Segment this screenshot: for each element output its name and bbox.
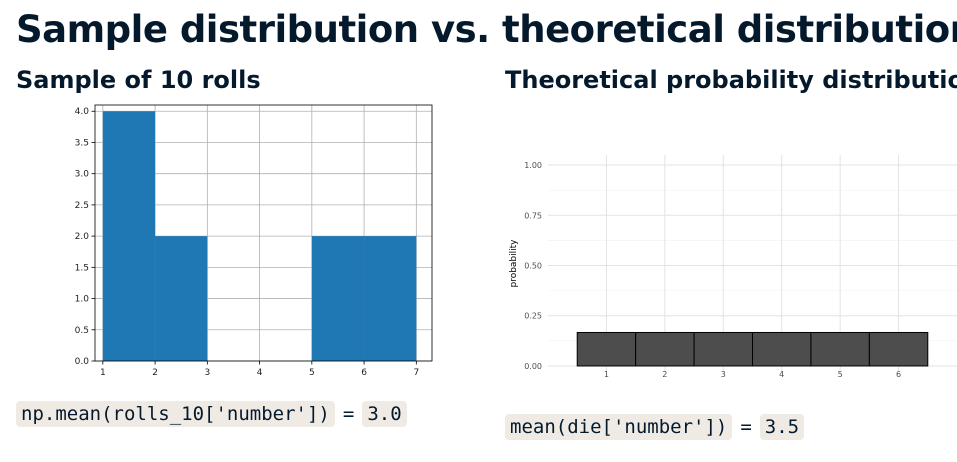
x-tick-label: 2 [152, 368, 158, 378]
y-tick-label: 0.0 [75, 357, 90, 367]
y-tick-label: 1.0 [75, 295, 90, 305]
sample-mean-result: 3.0 [362, 401, 407, 427]
histogram-bar [102, 111, 156, 362]
x-tick-label: 7 [413, 368, 419, 378]
y-tick-label: 0.00 [524, 362, 542, 371]
probability-bar [810, 331, 870, 367]
x-tick-label: 5 [838, 370, 843, 379]
x-tick-label: 4 [779, 370, 784, 379]
plot-frame [94, 104, 433, 362]
probability-bar [693, 331, 753, 367]
x-tick-label: 6 [896, 370, 901, 379]
theoretical-distribution-chart: 0.00 0.25 0.50 0.75 1.00 1 2 3 4 5 6 probability [509, 155, 957, 379]
probability-bar [868, 331, 929, 367]
x-tick-label: 4 [257, 368, 263, 378]
y-tick-label: 2.5 [75, 201, 89, 211]
y-tick-label: 0.50 [524, 262, 542, 271]
histogram-bar [311, 236, 365, 361]
histogram-bar [364, 236, 417, 361]
y-tick-label: 4.0 [75, 107, 90, 117]
theoretical-chart-subtitle: Theoretical probability distribution [505, 66, 957, 94]
y-tick-label: 0.5 [75, 326, 89, 336]
y-tick-label: 1.00 [524, 161, 542, 170]
sample-histogram-chart: 1 2 3 4 5 6 7 0.0 0.5 1.0 1.5 2.0 2.5 3.0 3.5 4.0 [75, 104, 433, 378]
probability-bar [752, 331, 812, 367]
x-tick-label: 1 [604, 370, 609, 379]
theoretical-mean-result: 3.5 [759, 414, 805, 440]
sample-chart-subtitle: Sample of 10 rolls [16, 66, 261, 94]
y-tick-label: 3.5 [75, 138, 89, 148]
y-tick-label: 3.0 [75, 170, 90, 180]
y-tick-label: 0.25 [524, 312, 542, 321]
y-axis-title: probability [509, 239, 519, 288]
theoretical-mean-equals: = [740, 416, 752, 438]
probability-bar [576, 331, 637, 367]
x-tick-label: 1 [100, 368, 106, 378]
theoretical-mean-expression: mean(die['number']) [505, 414, 733, 440]
y-tick-label: 2.0 [75, 232, 90, 242]
probability-bar [635, 331, 695, 367]
x-tick-label: 5 [309, 368, 315, 378]
x-tick-label: 2 [662, 370, 667, 379]
x-tick-label: 6 [361, 368, 367, 378]
x-tick-label: 3 [721, 370, 726, 379]
y-tick-label: 0.75 [524, 211, 542, 220]
y-tick-label: 1.5 [75, 263, 89, 273]
sample-mean-equals: = [342, 403, 355, 425]
sample-mean-code: np.mean(rolls_10['number']) = 3.0 [16, 401, 407, 427]
page-title: Sample distribution vs. theoretical dist… [16, 8, 957, 51]
sample-mean-expression: np.mean(rolls_10['number']) [16, 401, 335, 427]
x-tick-label: 3 [204, 368, 210, 378]
theoretical-mean-code: mean(die['number']) = 3.5 [505, 414, 805, 440]
histogram-bar [155, 236, 208, 361]
